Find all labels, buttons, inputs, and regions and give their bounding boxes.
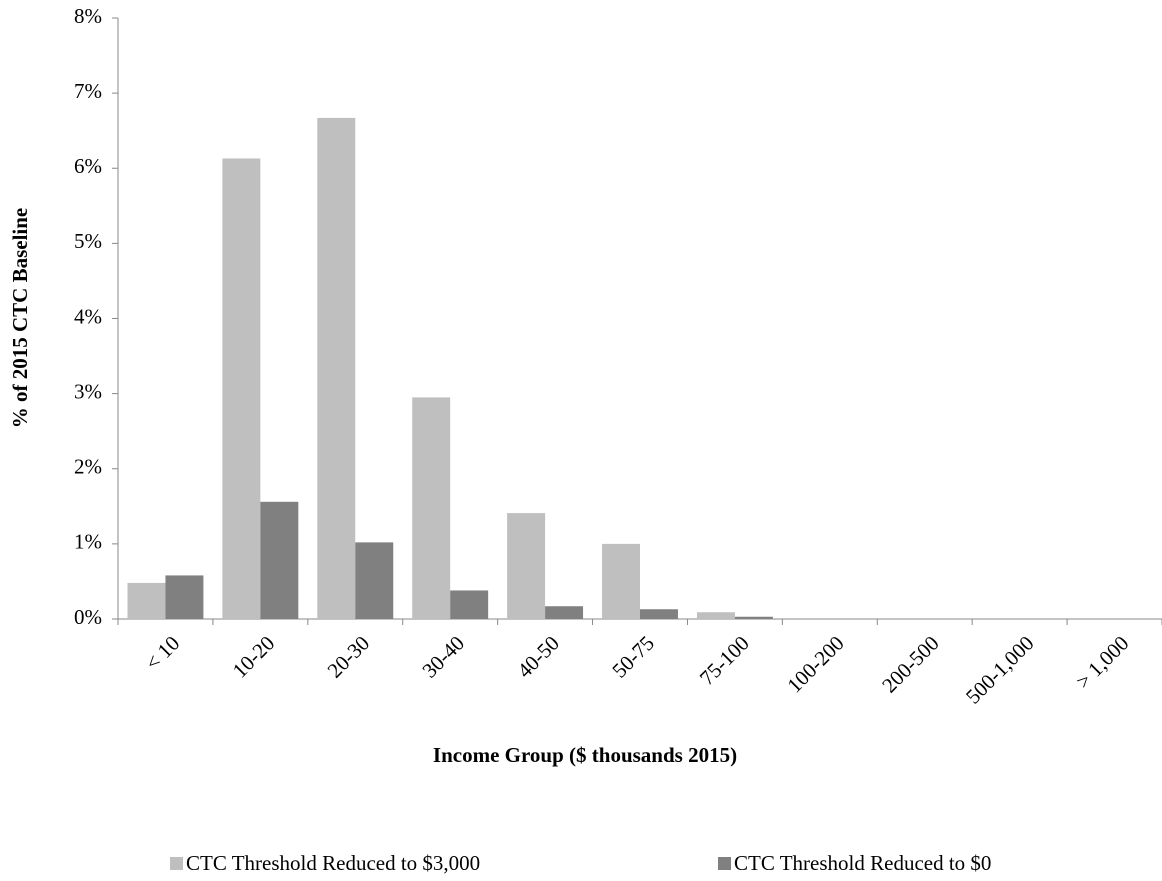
bar [450, 590, 489, 619]
bar [260, 501, 299, 619]
bar [696, 612, 735, 619]
bar [734, 616, 773, 619]
y-tick-label: 2% [74, 455, 102, 479]
x-tick-label: < 10 [140, 631, 184, 675]
bar [127, 582, 166, 619]
y-tick-label: 5% [74, 229, 102, 253]
legend-swatch [170, 857, 183, 870]
bar [355, 542, 394, 619]
bar [602, 543, 640, 619]
x-tick-label: 200-500 [877, 631, 943, 697]
bar [545, 606, 584, 619]
x-tick-label: 20-30 [323, 631, 375, 683]
bar [165, 575, 204, 619]
legend-label: CTC Threshold Reduced to $3,000 [186, 851, 480, 875]
bar [412, 397, 451, 619]
x-tick-label: 500-1,000 [961, 631, 1039, 709]
y-tick-label: 6% [74, 154, 102, 178]
x-tick-label: 10-20 [228, 631, 280, 683]
x-tick-label: 40-50 [512, 631, 564, 683]
y-tick-label: 0% [74, 605, 102, 629]
x-tick-label: 100-200 [782, 631, 848, 697]
bar [507, 513, 546, 619]
y-tick-label: 4% [74, 304, 102, 328]
bar [222, 158, 261, 619]
bar [317, 117, 356, 619]
x-tick-label: 50-75 [607, 631, 659, 683]
y-tick-label: 1% [74, 530, 102, 554]
bar [640, 609, 678, 619]
legend-label: CTC Threshold Reduced to $0 [734, 851, 991, 875]
y-tick-label: 8% [74, 4, 102, 28]
x-axis-title: Income Group ($ thousands 2015) [433, 743, 737, 767]
x-tick-label: 75-100 [695, 631, 754, 690]
y-tick-label: 3% [74, 379, 102, 403]
legend-swatch [718, 857, 731, 870]
y-tick-label: 7% [74, 79, 102, 103]
y-axis-title: % of 2015 CTC Baseline [8, 208, 32, 429]
x-tick-label: 30-40 [418, 631, 470, 683]
x-tick-label: > 1,000 [1071, 631, 1133, 693]
